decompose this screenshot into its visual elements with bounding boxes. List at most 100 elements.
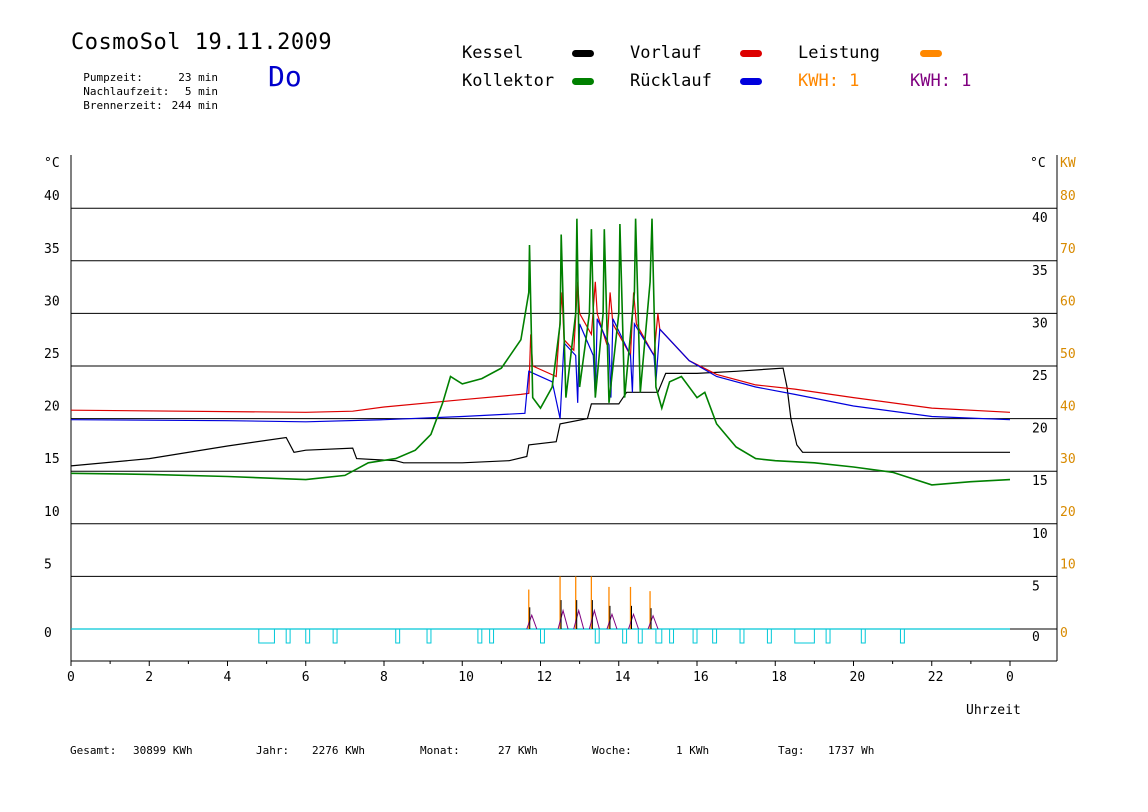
y-tick-label-right: 20 xyxy=(1032,422,1048,437)
legend-vorlauf: Vorlauf xyxy=(630,43,702,63)
pump-interval xyxy=(258,628,275,644)
y-tick-label-left: 20 xyxy=(44,400,60,415)
pump-interval xyxy=(794,628,815,644)
y-tick-label-left: 25 xyxy=(44,347,60,362)
footer-monat-value: 27 KWh xyxy=(498,744,538,757)
x-tick-label: 2 xyxy=(145,670,153,685)
x-tick-label: 20 xyxy=(850,670,866,685)
x-tick-label: 12 xyxy=(537,670,553,685)
kwh-hump xyxy=(647,614,659,630)
pump-interval xyxy=(766,628,772,644)
pump-interval xyxy=(489,628,495,644)
y-tick-label-right: 0 xyxy=(1032,630,1040,645)
pump-interval xyxy=(426,628,432,644)
pump-interval xyxy=(540,628,545,644)
x-tick-label: 16 xyxy=(693,670,709,685)
kwh-hump xyxy=(606,612,618,630)
pump-interval xyxy=(594,628,600,644)
y-axis-label-left: °C xyxy=(44,156,60,171)
series-line-kessel xyxy=(70,367,1010,467)
y-tick-label-right: 15 xyxy=(1032,474,1048,489)
x-tick-label: 14 xyxy=(615,670,631,685)
x-tick-label: 4 xyxy=(224,670,232,685)
y-tick-label-left: 35 xyxy=(44,242,60,257)
x-tick-label: 10 xyxy=(458,670,474,685)
pump-interval xyxy=(669,628,675,644)
kwh-hump xyxy=(588,608,600,630)
kw-tick-label: 80 xyxy=(1060,189,1076,204)
stat-value: 23 min xyxy=(178,71,218,84)
x-axis-label: Uhrzeit xyxy=(966,703,1021,718)
y-tick-label-left: 30 xyxy=(44,294,60,309)
legend-ruecklauf-swatch xyxy=(740,78,762,85)
legend-leistung: Leistung xyxy=(798,43,880,63)
stat-value: 5 min xyxy=(184,85,218,98)
stat-pumpzeit: Pumpzeit: 23 min xyxy=(70,58,218,84)
pump-interval xyxy=(637,628,643,644)
kw-tick-label: 10 xyxy=(1060,557,1076,572)
stat-label: Pumpzeit: xyxy=(83,71,143,84)
x-tick-label: 0 xyxy=(1006,670,1014,685)
legend-kollektor-swatch xyxy=(572,78,594,85)
legend-ruecklauf: Rücklauf xyxy=(630,71,712,91)
kw-tick-label: 20 xyxy=(1060,505,1076,520)
pump-interval xyxy=(332,628,338,644)
y-tick-label-right: 5 xyxy=(1032,579,1040,594)
x-tick-label: 22 xyxy=(928,670,944,685)
weekday-label: Do xyxy=(268,60,302,93)
y-tick-label-left: 5 xyxy=(44,557,52,572)
x-tick-label: 0 xyxy=(67,670,75,685)
stat-brennerzeit: Brennerzeit: 244 min xyxy=(70,86,218,112)
series-line-ruecklauf xyxy=(70,318,1011,423)
kwh-hump xyxy=(526,613,538,630)
legend-kwh-purple: KWH: 1 xyxy=(910,71,972,91)
pump-interval xyxy=(739,628,745,644)
legend-kessel-swatch xyxy=(572,50,594,57)
footer-tag-value: 1737 Wh xyxy=(828,744,875,757)
pump-interval xyxy=(477,628,483,644)
legend-kollektor: Kollektor xyxy=(462,71,555,91)
pump-interval xyxy=(285,628,291,644)
pump-interval xyxy=(395,628,401,644)
pump-interval xyxy=(622,628,628,644)
y-tick-label-right: 25 xyxy=(1032,369,1048,384)
kw-tick-label: 50 xyxy=(1060,347,1076,362)
series-line-kollektor xyxy=(70,218,1011,486)
y-axis-label-right: °C xyxy=(1030,156,1046,171)
y-tick-label-right: 40 xyxy=(1032,211,1048,226)
footer-monat-label: Monat: xyxy=(420,744,460,757)
chart-title: CosmoSol 19.11.2009 xyxy=(71,30,333,55)
kw-axis-label: KW xyxy=(1060,156,1076,171)
x-tick-label: 8 xyxy=(380,670,388,685)
stat-label: Nachlaufzeit: xyxy=(83,85,170,98)
y-tick-label-left: 0 xyxy=(44,626,52,641)
footer-tag-label: Tag: xyxy=(778,744,805,757)
kw-tick-label: 70 xyxy=(1060,242,1076,257)
pump-interval xyxy=(692,628,698,644)
footer-woche-label: Woche: xyxy=(592,744,632,757)
legend-kessel: Kessel xyxy=(462,43,524,63)
kwh-hump xyxy=(628,612,639,630)
series-line-vorlauf xyxy=(70,281,1011,413)
legend-vorlauf-swatch xyxy=(740,50,762,57)
y-tick-label-left: 10 xyxy=(44,505,60,520)
stat-label: Brennerzeit: xyxy=(83,99,163,112)
stat-value: 244 min xyxy=(171,99,218,112)
x-tick-label: 18 xyxy=(771,670,787,685)
pump-interval xyxy=(899,628,905,644)
y-tick-label-right: 10 xyxy=(1032,527,1048,542)
footer-jahr-label: Jahr: xyxy=(256,744,290,757)
pump-interval xyxy=(655,628,663,644)
kwh-hump xyxy=(557,608,569,630)
y-tick-label-right: 30 xyxy=(1032,316,1048,331)
pump-interval xyxy=(860,628,866,644)
pump-interval xyxy=(712,628,718,644)
pump-interval xyxy=(305,628,311,644)
footer-gesamt-label: Gesamt: xyxy=(70,744,117,757)
x-tick-label: 6 xyxy=(302,670,310,685)
kw-tick-label: 0 xyxy=(1060,626,1068,641)
y-tick-label-right: 35 xyxy=(1032,264,1048,279)
legend-leistung-swatch xyxy=(920,50,942,57)
kw-tick-label: 30 xyxy=(1060,452,1076,467)
